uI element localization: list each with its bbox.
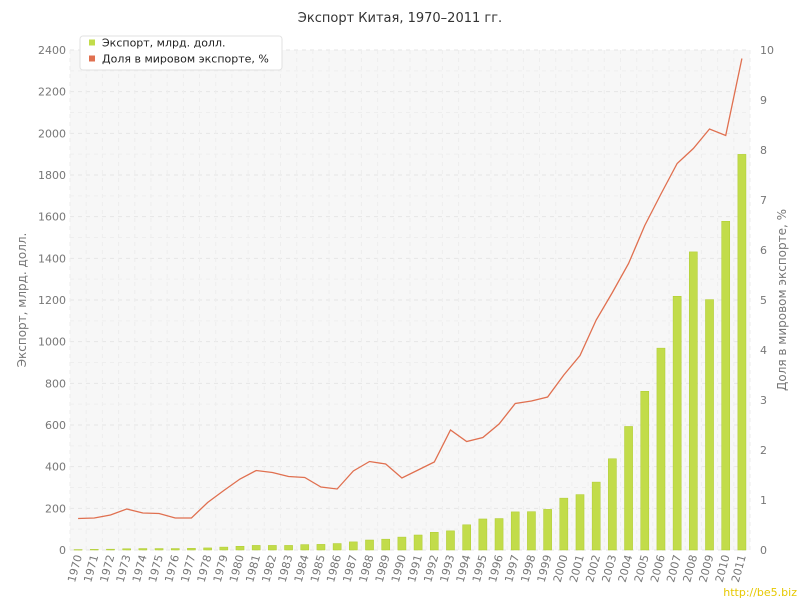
y-tick-label: 1400 [38,252,66,265]
bar-export-1977 [187,548,196,551]
bar-export-1981 [251,545,261,551]
y2-tick-label: 1 [760,494,767,507]
export-bars [73,154,747,551]
bar-export-1987 [349,541,358,551]
y-tick-label: 600 [45,419,66,432]
y2-tick-label: 7 [760,194,767,207]
y-tick-label: 2000 [38,127,66,140]
y2-tick-label: 5 [760,294,767,307]
bar-export-1998 [527,511,536,551]
watermark: http://be5.biz [723,586,797,599]
y2-tick-label: 3 [760,394,767,407]
y2-tick-label: 2 [760,444,767,457]
bar-export-1973 [122,548,131,551]
bar-export-1990 [397,536,407,551]
chart-title: Экспорт Китая, 1970–2011 гг. [298,11,502,26]
y2-tick-label: 4 [760,344,767,357]
y-tick-label: 1800 [38,169,66,182]
legend-swatch-export [89,39,95,46]
legend-box [79,35,283,71]
legend: Экспорт, млрд. долл. Доля в мировом эксп… [79,35,283,71]
bar-export-1983 [284,545,293,551]
y2-tick-label: 0 [760,544,767,557]
watermark-bg [694,584,800,600]
bar-export-1984 [300,544,310,551]
bar-export-1976 [170,548,180,551]
bar-export-2007 [672,296,682,551]
line-share [78,58,743,520]
bar-export-2002 [591,481,601,551]
y-axis-ticks: 0 200 400 600 800 1000 1200 1400 1600 1800 2000 220… [38,44,66,557]
bar-export-2001 [575,494,585,551]
y-tick-label: 1600 [38,211,66,224]
y-tick-label: 800 [45,377,66,390]
bar-export-1970 [73,549,83,551]
y-axis-label: Экспорт, млрд. долл. [15,233,29,368]
bar-export-1978 [203,547,212,551]
bar-export-2009 [705,299,714,551]
bar-export-1971 [89,549,99,551]
bar-export-1972 [106,548,115,551]
y2-axis-ticks: 0 1 2 3 4 5 6 7 8 9 10 [760,44,774,557]
bar-export-2003 [608,458,617,551]
y-tick-label: 200 [45,502,66,515]
legend-label-share: Доля в мировом экспорте, % [102,53,269,66]
x-axis-ticks: 1970197119721973197419751976197719781979… [65,553,749,583]
y-tick-label: 1000 [38,336,66,349]
bar-export-1975 [154,548,164,551]
share-line [78,58,743,520]
y2-tick-label: 6 [760,244,767,257]
y-tick-label: 1200 [38,294,66,307]
bar-export-2008 [689,251,698,551]
y2-tick-label: 8 [760,144,767,157]
bar-export-1999 [543,509,552,551]
bar-export-1995 [478,518,488,551]
y2-tick-label: 10 [760,44,774,57]
bar-export-1980 [235,546,245,551]
bar-export-1993 [446,530,455,551]
bar-export-1986 [332,543,342,551]
y2-axis-label: Доля в мировом экспорте, % [775,209,789,391]
bar-export-2006 [656,347,666,551]
y2-tick-label: 9 [760,94,767,107]
bar-export-1979 [219,546,229,551]
legend-label-export: Экспорт, млрд. долл. [102,37,225,50]
bar-export-2004 [624,426,633,551]
bar-export-2011 [737,154,747,551]
bar-export-2005 [640,391,650,551]
bar-export-1992 [429,532,439,551]
y-tick-label: 400 [45,461,66,474]
y-tick-label: 0 [59,544,66,557]
bar-export-2000 [559,497,569,551]
bar-export-1985 [316,544,326,551]
grid [69,49,751,551]
bar-export-1991 [413,534,423,551]
legend-swatch-share [89,55,95,62]
y-tick-label: 2400 [38,44,66,57]
bar-export-1989 [381,538,391,551]
bar-export-1974 [138,548,148,551]
bar-export-1997 [510,511,520,551]
y-tick-label: 2200 [38,86,66,99]
bar-export-1988 [365,539,374,551]
bar-export-1994 [462,524,471,551]
bar-export-1982 [268,545,277,551]
bar-export-2010 [721,221,731,551]
bar-export-1996 [494,518,504,551]
